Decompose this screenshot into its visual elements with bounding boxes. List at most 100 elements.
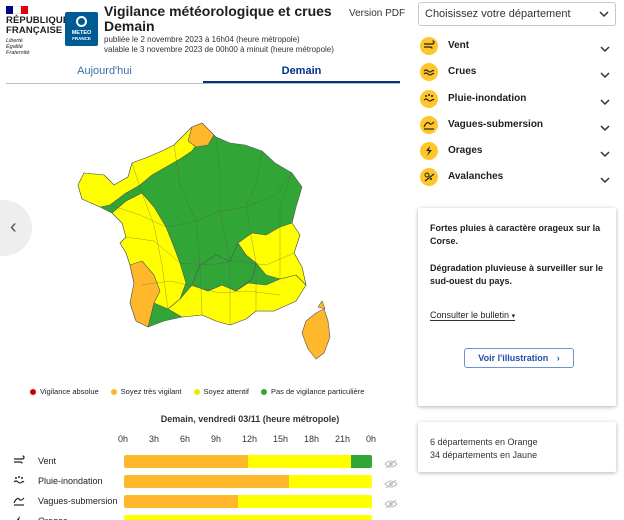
map-zone-northwest[interactable]: [77, 126, 203, 208]
waves-icon: [12, 495, 26, 509]
timeline-row: Orages: [12, 515, 402, 520]
timeline-hour-label: 9h: [211, 434, 222, 444]
chevron-down-icon[interactable]: [600, 41, 610, 53]
pdf-version-link[interactable]: Version PDF: [349, 8, 406, 19]
timeline-bar[interactable]: [124, 475, 372, 488]
phenomenon-item[interactable]: Crues: [418, 59, 616, 85]
storm-icon: [12, 515, 26, 520]
red-dot-icon: [30, 388, 36, 395]
timeline-segment-orange: [124, 455, 248, 468]
vigilance-map[interactable]: [70, 115, 360, 370]
chevron-down-icon[interactable]: [600, 67, 610, 79]
flag-icon: [6, 6, 28, 14]
timeline-title: Demain, vendredi 03/11 (heure métropole): [160, 414, 340, 424]
timeline-row-label: Vagues-submersion: [38, 496, 118, 506]
legend-item-orange: Soyez très vigilant: [110, 387, 182, 396]
summary-yellow: 34 départements en Jaune: [430, 450, 538, 460]
phenomenon-label: Crues: [448, 66, 477, 78]
map-zone-north-orange[interactable]: [187, 122, 215, 148]
eye-slash-icon[interactable]: [384, 516, 398, 520]
timeline-hour-label: 0h: [366, 434, 377, 444]
timeline-row-label: Pluie-inondation: [38, 476, 103, 486]
republique-francaise-logo: RÉPUBLIQUE FRANÇAISE Liberté Égalité Fra…: [6, 6, 70, 56]
wind-icon: [12, 455, 26, 469]
phenomenon-item[interactable]: Vagues-submersion: [418, 112, 616, 138]
phenomenon-item[interactable]: Pluie-inondation: [418, 86, 616, 112]
logo-circle-icon: [76, 16, 87, 27]
storm-icon: [420, 142, 438, 161]
bulletin-link[interactable]: Consulter le bulletin ▾: [430, 310, 516, 321]
map-corsica-north[interactable]: [317, 300, 326, 310]
avalanche-icon: [420, 168, 438, 187]
eye-slash-icon[interactable]: [384, 456, 398, 469]
yellow-dot-icon: [193, 388, 200, 395]
previous-button[interactable]: ‹: [0, 200, 32, 256]
wind-icon: [420, 37, 438, 55]
phenomenon-label: Vagues-submersion: [448, 118, 544, 130]
rain-flood-icon: [12, 475, 26, 489]
green-dot-icon: [260, 388, 267, 395]
meteo-france-logo[interactable]: METEO FRANCE: [65, 12, 98, 46]
timeline-segment-orange: [124, 495, 238, 508]
timeline-hour-label: 0h: [118, 434, 129, 444]
phenomenon-label: Avalanches: [448, 171, 504, 183]
map-zone-east[interactable]: [237, 222, 307, 286]
published-date: publiée le 2 novembre 2023 à 16h04 (heur…: [104, 35, 300, 44]
timeline-segment-yellow: [248, 455, 352, 468]
legend-item-yellow: Soyez attentif: [193, 387, 249, 396]
timeline-segment-green: [351, 455, 372, 468]
tab-today[interactable]: Aujourd'hui: [77, 65, 132, 77]
view-illustration-button[interactable]: Voir l'illustration ›: [464, 348, 574, 368]
phenomenon-item[interactable]: Vent: [418, 33, 616, 59]
day-tabs: Aujourd'hui Demain: [6, 62, 400, 84]
rain-flood-icon: [420, 89, 438, 108]
chevron-left-icon: ‹: [10, 216, 17, 238]
timeline-bar[interactable]: [124, 515, 372, 520]
timeline-hour-label: 18h: [304, 434, 320, 444]
chevron-down-icon[interactable]: [600, 172, 610, 184]
republic-name: RÉPUBLIQUE FRANÇAISE: [6, 15, 70, 36]
valid-date: valable le 3 novembre 2023 de 00h00 à mi…: [104, 45, 334, 54]
orange-dot-icon: [110, 388, 117, 395]
timeline-hour-label: 21h: [335, 434, 351, 444]
timeline-hour-label: 12h: [242, 434, 258, 444]
chevron-down-icon[interactable]: [600, 120, 610, 131]
timeline-segment-orange: [124, 475, 290, 488]
phenomenon-item[interactable]: Orages: [418, 138, 616, 164]
department-select-value: Choisissez votre département: [425, 8, 571, 20]
chevron-down-icon[interactable]: [600, 94, 610, 105]
map-zone-southwest-orange[interactable]: [129, 260, 161, 328]
page-title: Vigilance météorologique et crues Demain: [104, 3, 332, 34]
timeline-segment-yellow: [124, 515, 372, 520]
map-zone-center-south[interactable]: [191, 242, 257, 292]
eye-slash-icon[interactable]: [384, 496, 398, 509]
phenomenon-label: Vent: [448, 40, 470, 51]
chevron-down-icon[interactable]: [600, 146, 610, 158]
timeline-row-label: Orages: [38, 516, 68, 520]
phenomena-list: Vent Crues Pluie-inondation Vagues-submersi…: [418, 33, 616, 191]
waves-icon: [420, 115, 438, 134]
phenomenon-item[interactable]: Avalanches: [418, 164, 616, 190]
tab-tomorrow[interactable]: Demain: [203, 62, 400, 83]
caret-down-icon: ▾: [511, 313, 516, 320]
map-corsica[interactable]: [301, 308, 331, 360]
republic-motto: Liberté Égalité Fraternité: [6, 38, 30, 56]
timeline-hour-label: 3h: [149, 434, 160, 444]
legend-item-green: Pas de vigilance particulière: [260, 387, 364, 396]
department-select[interactable]: Choisissez votre département: [418, 2, 616, 26]
map-legend: Vigilance absolue Soyez très vigilant So…: [30, 387, 376, 396]
phenomenon-label: Orages: [448, 145, 483, 157]
timeline-row: Pluie-inondation: [12, 475, 402, 489]
timeline-segment-yellow: [237, 495, 372, 508]
bulletin-card: Fortes pluies à caractère orageux sur la…: [418, 208, 616, 406]
flood-icon: [420, 63, 438, 82]
timeline-bar[interactable]: [124, 455, 372, 468]
timeline-bar[interactable]: [124, 495, 372, 508]
legend-item-red: Vigilance absolue: [30, 387, 99, 396]
eye-slash-icon[interactable]: [384, 476, 398, 489]
phenomenon-label: Pluie-inondation: [448, 92, 527, 104]
summary-card: 6 départements en Orange 34 départements…: [418, 422, 616, 472]
timeline-hour-label: 6h: [180, 434, 191, 444]
timeline-row: Vent: [12, 455, 402, 469]
bulletin-text-2: Dégradation pluvieuse à surveiller sur l…: [430, 263, 604, 286]
